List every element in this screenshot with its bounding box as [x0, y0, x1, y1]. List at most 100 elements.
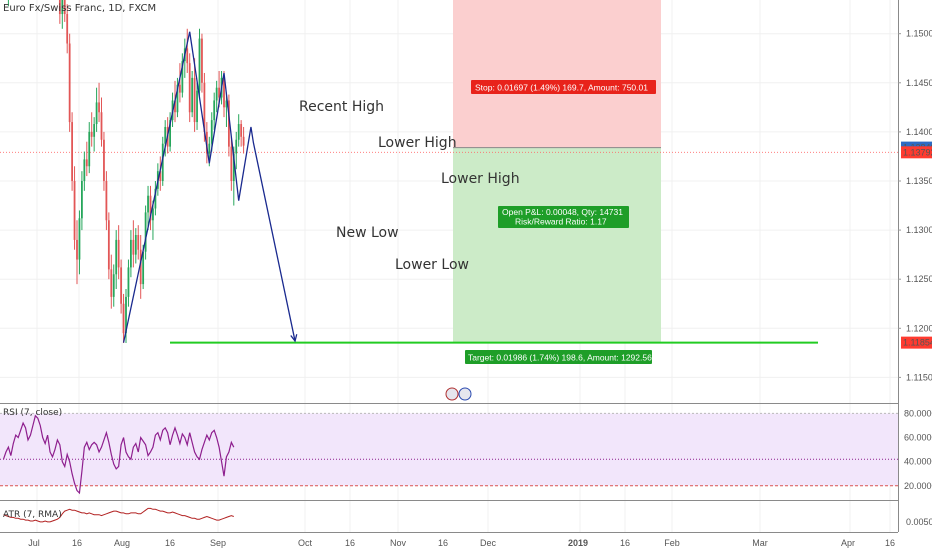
target-zone[interactable]: [453, 147, 661, 343]
candle-body: [110, 269, 113, 297]
x-tick-label: 16: [165, 538, 175, 548]
candle-body: [176, 84, 179, 113]
open-pnl-label: Open P&L: 0.00048, Qty: 14731: [502, 207, 623, 217]
arrow-head: [290, 334, 298, 343]
candle-body: [193, 77, 196, 123]
x-tick-label: 16: [885, 538, 895, 548]
candle-body: [120, 267, 122, 304]
candle-body: [139, 249, 142, 285]
candle-body: [130, 239, 132, 268]
price-label-bg: [901, 336, 932, 349]
candle-body: [237, 124, 240, 140]
candle-body: [230, 146, 233, 181]
candle-body: [169, 120, 171, 147]
candle-body: [161, 143, 164, 181]
candle-body: [125, 296, 127, 334]
x-tick-label: Sep: [210, 538, 226, 548]
candle-body: [142, 251, 145, 285]
candle-body: [115, 239, 118, 275]
x-tick-label: Nov: [390, 538, 407, 548]
candle-body: [201, 38, 203, 83]
label-recent-high: Recent High: [299, 99, 384, 115]
label-lower-low: Lower Low: [395, 257, 469, 273]
rsi-title: RSI (7, close): [3, 408, 62, 418]
atr-tick-label: 0.0050: [906, 517, 932, 527]
candle-body: [105, 180, 108, 221]
label-lower-high-1: Lower High: [378, 135, 457, 151]
candle-body: [225, 100, 228, 108]
calendar-icon[interactable]: [458, 387, 472, 401]
x-tick-label: Feb: [664, 538, 680, 548]
atr-line: [3, 507, 234, 523]
pnl-badge[interactable]: Open P&L: 0.00048, Qty: 14731 Risk/Rewar…: [498, 206, 629, 228]
candle-body: [122, 303, 125, 334]
x-tick-label: 16: [620, 538, 630, 548]
candle-body: [144, 212, 147, 252]
price-label: 1.13792: [903, 147, 932, 157]
risk-reward-label: Risk/Reward Ratio: 1.17: [515, 217, 607, 227]
candle-body: [203, 82, 206, 132]
candle-body: [215, 87, 218, 101]
candle-body: [213, 100, 216, 121]
candle-body: [228, 100, 230, 147]
event-icons[interactable]: [445, 387, 472, 401]
rsi-panel: [0, 412, 898, 495]
candle-body: [147, 195, 149, 213]
chart-title: Euro Fx/Swiss Franc, 1D, FXCM: [3, 3, 156, 14]
x-tick-label: Apr: [841, 538, 855, 548]
flag-icon[interactable]: [445, 387, 459, 401]
candle-body: [78, 218, 81, 260]
pattern-line: [122, 31, 296, 343]
candle-body: [174, 100, 176, 113]
x-tick-label: Aug: [114, 538, 130, 548]
candle-body: [186, 48, 189, 64]
candle-body: [61, 0, 64, 15]
candle-body: [76, 239, 78, 260]
price-label-bg: [901, 146, 932, 159]
candle-body: [103, 139, 105, 181]
candle-body: [137, 235, 140, 250]
candle-body: [88, 131, 91, 167]
position-zones[interactable]: [0, 0, 898, 343]
candle-body: [198, 38, 201, 91]
candle-body: [164, 126, 167, 144]
candle-body: [68, 43, 71, 123]
x-tick-label: 2019: [568, 538, 588, 548]
candle-body: [191, 77, 194, 113]
candle-body: [81, 180, 83, 219]
atr-panel: [3, 507, 234, 523]
y-tick-label: 1.11500: [906, 372, 932, 382]
candle-body: [112, 274, 115, 297]
candle-body: [90, 131, 93, 137]
label-new-low: New Low: [336, 225, 399, 241]
candle-body: [240, 124, 243, 137]
candle-body: [107, 220, 110, 270]
candle-body: [95, 102, 98, 125]
price-axis[interactable]: 1.165001.160001.155001.150001.145001.140…: [898, 0, 932, 527]
candle-body: [159, 171, 162, 181]
candle-body: [181, 61, 184, 93]
candle-body: [127, 267, 130, 297]
candle-body: [93, 124, 96, 137]
stop-badge[interactable]: Stop: 0.01697 (1.49%) 169.7, Amount: 750…: [471, 80, 656, 94]
y-tick-label: 1.15000: [906, 29, 932, 39]
time-axis[interactable]: Jul 16 Aug 16 Sep Oct 16 Nov 16 Dec 2019 16 Feb Mar Ap…: [28, 538, 895, 548]
candle-body: [85, 159, 88, 167]
label-lower-high-2: Lower High: [441, 171, 520, 187]
y-tick-label: 1.14000: [906, 127, 932, 137]
atr-title: ATR (7, RMA): [3, 510, 62, 520]
candle-body: [242, 136, 245, 146]
x-tick-label: 16: [438, 538, 448, 548]
candle-body: [83, 159, 86, 181]
x-tick-label: Mar: [752, 538, 768, 548]
candle-body: [100, 112, 103, 140]
stop-zone[interactable]: [453, 0, 661, 148]
candle-body: [132, 239, 135, 255]
candle-body: [208, 143, 211, 154]
candle-body: [71, 122, 73, 181]
target-badge[interactable]: Target: 0.01986 (1.74%) 198.6, Amount: 1…: [465, 350, 652, 364]
candle-body: [235, 139, 238, 154]
